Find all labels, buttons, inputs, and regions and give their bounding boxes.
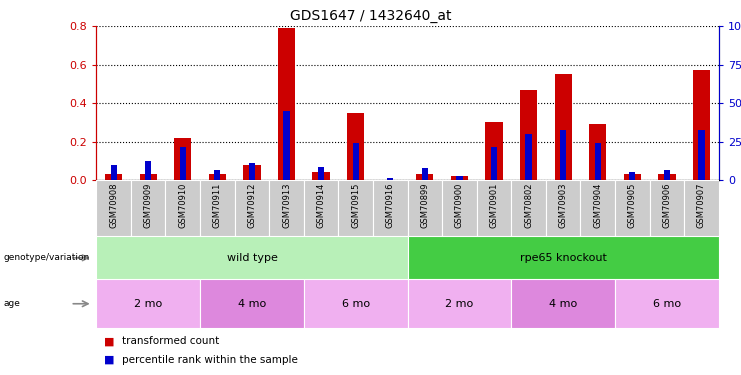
- Bar: [283, 111, 290, 180]
- Bar: [131, 180, 165, 236]
- Text: ■: ■: [104, 336, 114, 346]
- Text: 2 mo: 2 mo: [445, 299, 473, 309]
- Text: 6 mo: 6 mo: [342, 299, 370, 309]
- Bar: [110, 165, 117, 180]
- Bar: [650, 180, 684, 236]
- Text: wild type: wild type: [227, 253, 277, 263]
- Bar: [615, 180, 650, 236]
- Bar: [664, 170, 670, 180]
- Bar: [560, 130, 566, 180]
- Text: GSM70901: GSM70901: [490, 183, 499, 228]
- Bar: [520, 90, 537, 180]
- Bar: [580, 180, 615, 236]
- Text: GSM70907: GSM70907: [697, 183, 706, 228]
- Text: GDS1647 / 1432640_at: GDS1647 / 1432640_at: [290, 9, 451, 23]
- Bar: [589, 124, 606, 180]
- Bar: [416, 174, 433, 180]
- Bar: [624, 174, 641, 180]
- Text: genotype/variation: genotype/variation: [4, 254, 90, 262]
- Text: 4 mo: 4 mo: [549, 299, 577, 309]
- Text: GSM70914: GSM70914: [316, 183, 325, 228]
- Text: 4 mo: 4 mo: [238, 299, 266, 309]
- Text: GSM70912: GSM70912: [247, 183, 256, 228]
- Bar: [698, 130, 705, 180]
- Bar: [200, 279, 304, 328]
- Bar: [408, 180, 442, 236]
- Bar: [278, 28, 295, 180]
- Bar: [684, 180, 719, 236]
- Bar: [442, 180, 476, 236]
- Bar: [96, 236, 408, 279]
- Bar: [408, 236, 719, 279]
- Bar: [525, 134, 532, 180]
- Text: GSM70906: GSM70906: [662, 183, 671, 228]
- Text: ■: ■: [104, 355, 114, 365]
- Bar: [339, 180, 373, 236]
- Text: percentile rank within the sample: percentile rank within the sample: [122, 355, 298, 365]
- Text: rpe65 knockout: rpe65 knockout: [519, 253, 607, 263]
- Bar: [214, 170, 221, 180]
- Bar: [476, 180, 511, 236]
- Text: GSM70911: GSM70911: [213, 183, 222, 228]
- Text: GSM70915: GSM70915: [351, 183, 360, 228]
- Text: age: age: [4, 299, 21, 308]
- Text: 2 mo: 2 mo: [134, 299, 162, 309]
- Bar: [408, 279, 511, 328]
- Bar: [269, 180, 304, 236]
- Text: 6 mo: 6 mo: [653, 299, 681, 309]
- Bar: [304, 279, 408, 328]
- Text: GSM70910: GSM70910: [179, 183, 187, 228]
- Text: GSM70916: GSM70916: [386, 183, 395, 228]
- Bar: [554, 74, 572, 180]
- Text: GSM70905: GSM70905: [628, 183, 637, 228]
- Bar: [145, 161, 151, 180]
- Bar: [200, 180, 235, 236]
- Text: transformed count: transformed count: [122, 336, 219, 346]
- Bar: [243, 165, 261, 180]
- Bar: [179, 147, 186, 180]
- Text: GSM70909: GSM70909: [144, 183, 153, 228]
- Bar: [594, 144, 601, 180]
- Bar: [249, 163, 255, 180]
- Bar: [693, 70, 710, 180]
- Text: GSM70904: GSM70904: [594, 183, 602, 228]
- Bar: [165, 180, 200, 236]
- Bar: [139, 174, 157, 180]
- Bar: [304, 180, 339, 236]
- Bar: [174, 138, 191, 180]
- Text: GSM70913: GSM70913: [282, 183, 291, 228]
- Bar: [511, 180, 546, 236]
- Bar: [629, 172, 636, 180]
- Bar: [658, 174, 676, 180]
- Bar: [387, 178, 393, 180]
- Bar: [313, 172, 330, 180]
- Bar: [347, 113, 365, 180]
- Bar: [353, 144, 359, 180]
- Bar: [209, 174, 226, 180]
- Bar: [615, 279, 719, 328]
- Bar: [485, 122, 502, 180]
- Bar: [422, 168, 428, 180]
- Text: GSM70802: GSM70802: [524, 183, 533, 228]
- Text: GSM70908: GSM70908: [109, 183, 118, 228]
- Bar: [318, 166, 325, 180]
- Text: GSM70899: GSM70899: [420, 183, 429, 228]
- Bar: [456, 176, 462, 180]
- Bar: [451, 176, 468, 180]
- Bar: [105, 174, 122, 180]
- Bar: [96, 279, 200, 328]
- Text: GSM70900: GSM70900: [455, 183, 464, 228]
- Text: GSM70903: GSM70903: [559, 183, 568, 228]
- Bar: [235, 180, 269, 236]
- Bar: [373, 180, 408, 236]
- Bar: [511, 279, 615, 328]
- Bar: [96, 180, 131, 236]
- Bar: [546, 180, 580, 236]
- Bar: [491, 147, 497, 180]
